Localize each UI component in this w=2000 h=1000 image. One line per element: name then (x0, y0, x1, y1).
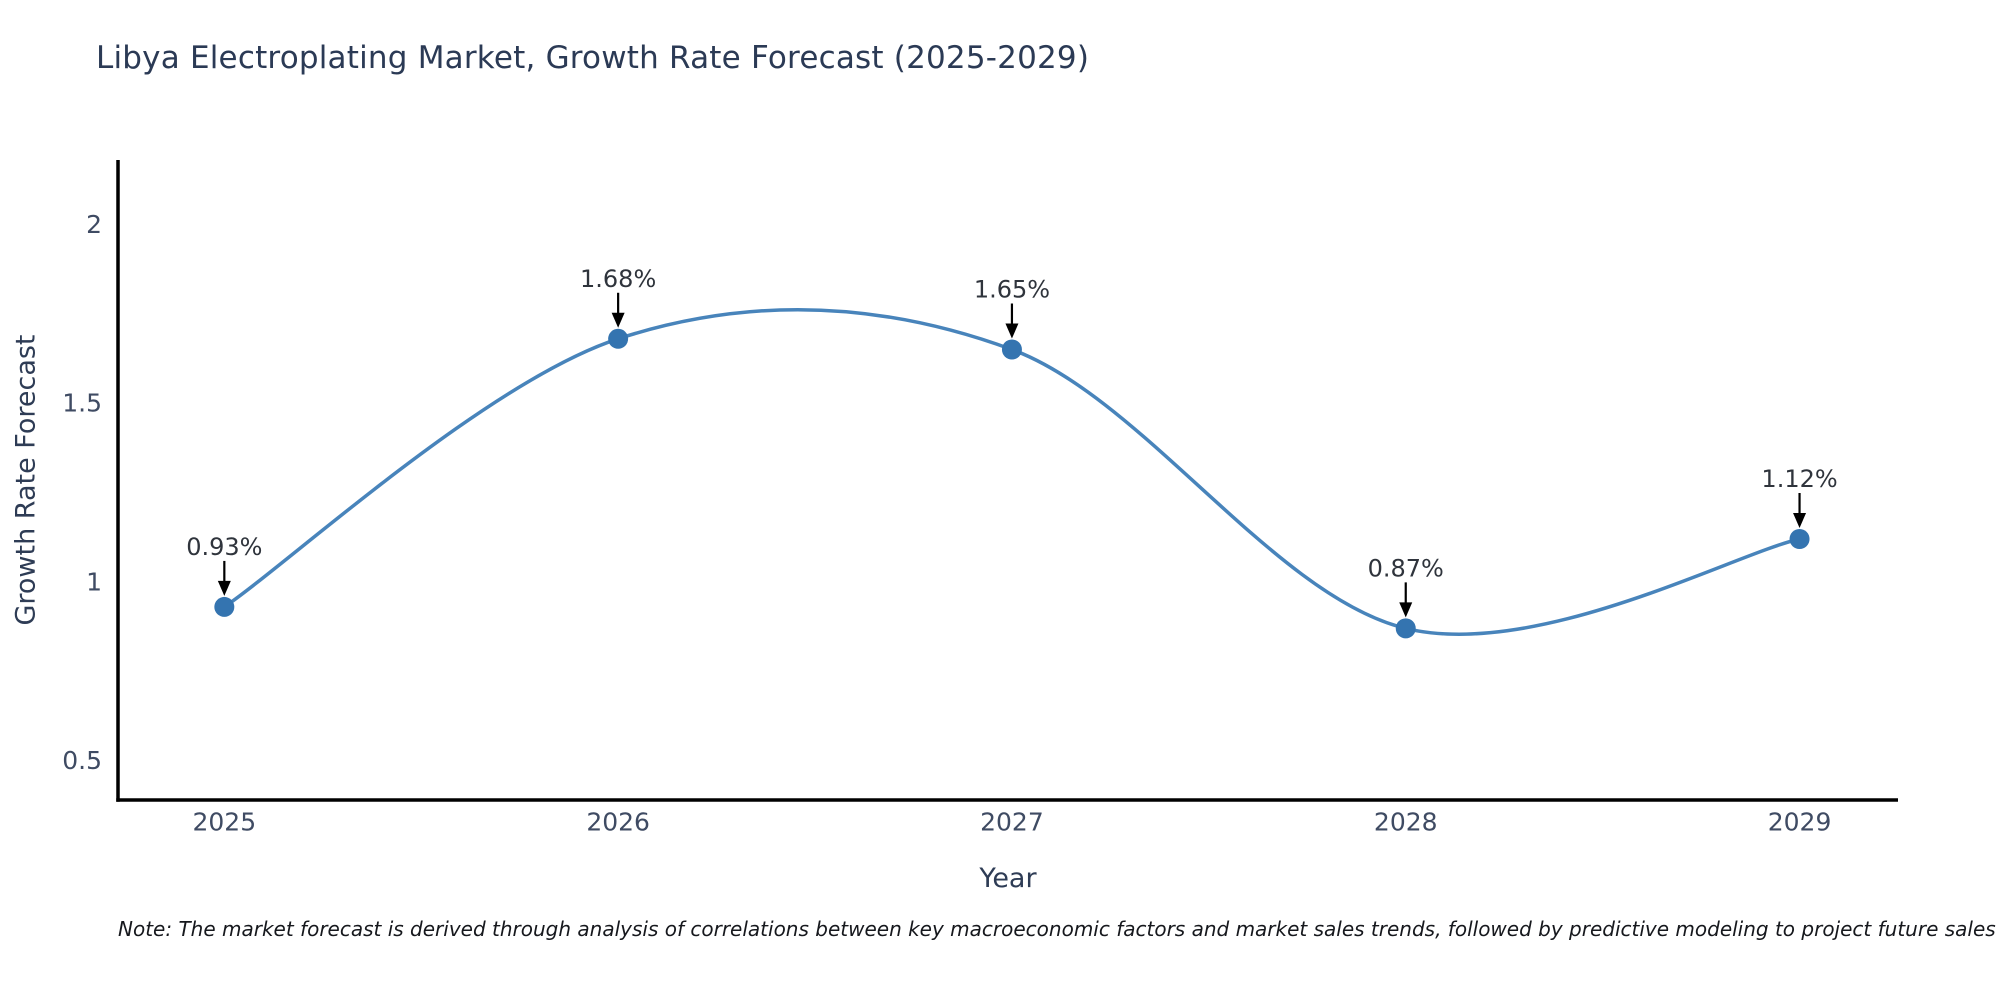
data-point-label: 1.65% (974, 275, 1050, 303)
x-tick-label: 2029 (1768, 807, 1832, 836)
chart-title: Libya Electroplating Market, Growth Rate… (96, 40, 1090, 76)
y-tick-label: 1 (86, 567, 102, 596)
plot-area: 0.5 1 1.5 2 2025 2026 2027 2028 2029 0.93% 1.68% 1.… (62, 160, 1898, 836)
y-axis-title: Growth Rate Forecast (11, 334, 42, 625)
annotation-arrowhead-icon (1005, 323, 1019, 339)
data-point-marker (1789, 528, 1810, 549)
y-tick-label: 1.5 (62, 389, 102, 418)
data-point-marker (1001, 339, 1022, 360)
data-point-marker (1395, 618, 1416, 639)
x-tick-label: 2027 (980, 807, 1044, 836)
annotation-arrowhead-icon (1399, 602, 1413, 618)
x-tick-label: 2028 (1374, 807, 1438, 836)
y-tick-label: 0.5 (62, 746, 102, 775)
y-tick-label: 2 (86, 210, 102, 239)
data-point-label: 0.93% (186, 533, 262, 561)
data-point-marker (608, 328, 629, 349)
footnote: Note: The market forecast is derived thr… (118, 917, 1996, 941)
x-tick-label: 2026 (586, 807, 650, 836)
data-point-label: 0.87% (1368, 554, 1444, 582)
annotation-arrowhead-icon (217, 580, 231, 596)
annotation-arrowhead-icon (1793, 512, 1807, 528)
annotation-arrowhead-icon (611, 312, 625, 328)
data-point-label: 1.12% (1761, 465, 1837, 493)
x-tick-label: 2025 (193, 807, 257, 836)
data-point-label: 1.68% (580, 265, 656, 293)
x-axis-title: Year (978, 863, 1037, 894)
data-point-marker (214, 596, 235, 617)
